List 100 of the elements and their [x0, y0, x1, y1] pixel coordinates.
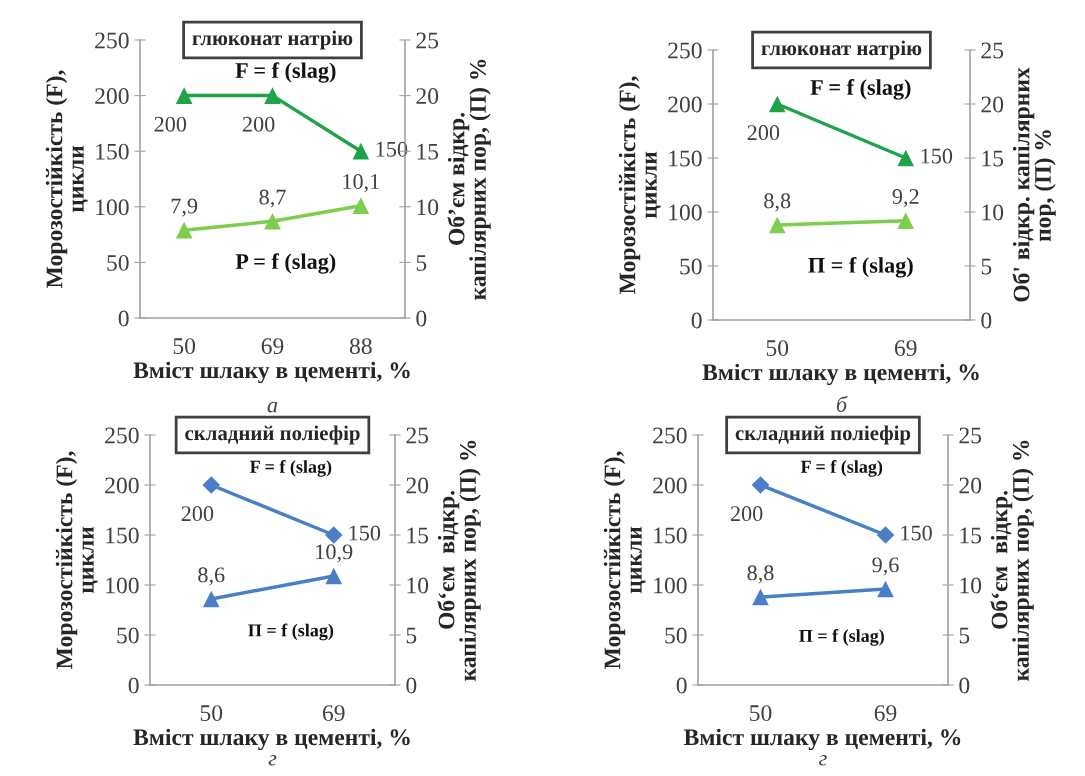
y-tick-label: 100 — [96, 199, 129, 216]
series-label: П = f (slag) — [808, 256, 913, 278]
chart-title: глюконат натрію — [192, 30, 353, 50]
y-tick-label: 150 — [96, 143, 129, 160]
x-tick-label: 69 — [261, 338, 284, 355]
x-tick-label: 50 — [173, 338, 196, 355]
y2-tick-label: 10 — [982, 204, 1004, 221]
data-label: 7,9 — [171, 198, 198, 217]
y2-tick-label: 15 — [960, 527, 982, 544]
y2-tick-label: 25 — [406, 427, 429, 444]
y-tick-label: 100 — [654, 577, 687, 594]
y2-axis-title: Об‘єм відкр. капілярних пор, (П) % — [990, 440, 1034, 681]
data-label: 200 — [154, 116, 187, 132]
x-tick-label: 69 — [874, 705, 897, 722]
y-tick-label: 150 — [106, 527, 139, 544]
series-label: F = f (slag) — [800, 459, 883, 477]
x-tick-label: 69 — [322, 705, 345, 722]
y2-tick-label: 5 — [416, 255, 427, 271]
x-axis-title: Вміст шлаку в цементі, % — [683, 728, 961, 751]
x-axis-title: Вміст шлаку в цементі, % — [133, 361, 410, 384]
y-tick-label: 50 — [665, 627, 687, 644]
y-tick-label: 50 — [680, 258, 702, 275]
series-label: П = f (slag) — [248, 623, 334, 641]
chart-title: складний поліефір — [735, 425, 911, 445]
y2-tick-label: 25 — [959, 427, 982, 444]
y-tick-label: 200 — [105, 477, 139, 494]
x-tick-label: 50 — [750, 705, 772, 722]
data-label: 200 — [730, 506, 763, 522]
y2-tick-label: 5 — [959, 627, 970, 644]
chart-title: глюконат натрію — [761, 40, 922, 60]
y-tick-label: 0 — [691, 312, 702, 329]
y-tick-label: 250 — [653, 427, 687, 444]
data-label: 150 — [349, 525, 381, 541]
series-label: F = f (slag) — [250, 459, 332, 477]
y2-tick-label: 15 — [982, 150, 1004, 167]
y-tick-label: 150 — [669, 150, 702, 167]
series-label: P = f (slag) — [235, 253, 336, 274]
data-label: 10,1 — [343, 174, 379, 193]
y-tick-label: 150 — [654, 527, 687, 544]
y-axis-title: Морозостійкість (F), цикли — [603, 451, 646, 669]
data-label: 8,7 — [259, 189, 286, 208]
series-label: F = f (slag) — [810, 79, 911, 100]
y2-tick-label: 0 — [981, 312, 992, 329]
y-tick-label: 50 — [117, 627, 139, 644]
point — [352, 197, 370, 215]
y-tick-label: 100 — [106, 577, 139, 594]
y-axis-title: Морозостійкість (F), цикли — [618, 76, 661, 294]
y2-tick-label: 0 — [416, 310, 427, 327]
data-label: 8,8 — [764, 193, 791, 212]
x-tick-label: 50 — [200, 705, 223, 722]
x-tick-label: 69 — [894, 340, 917, 357]
text: г — [268, 754, 277, 766]
y-tick-label: 200 — [668, 96, 702, 113]
point — [175, 221, 193, 239]
y-tick-label: 250 — [668, 42, 702, 59]
y-tick-label: 0 — [676, 677, 687, 694]
data-label: 150 — [376, 141, 408, 157]
data-label: 150 — [921, 148, 953, 164]
y-tick-label: 250 — [105, 427, 139, 444]
y2-tick-label: 25 — [416, 32, 439, 49]
y-tick-label: 0 — [128, 677, 139, 694]
point — [264, 212, 281, 230]
y2-tick-label: 10 — [407, 577, 429, 594]
text: б — [836, 395, 848, 412]
y2-tick-label: 10 — [417, 199, 439, 216]
y2-tick-label: 20 — [959, 477, 982, 494]
y2-tick-label: 10 — [960, 577, 982, 594]
y-tick-label: 0 — [118, 310, 129, 327]
y-tick-label: 200 — [95, 88, 129, 105]
y2-axis-title: Об‘єм відкр. капілярних пор, (П) % — [437, 440, 481, 681]
x-tick-label: 88 — [349, 338, 372, 355]
y2-tick-label: 5 — [406, 627, 417, 644]
y-tick-label: 250 — [95, 32, 129, 49]
y2-tick-label: 20 — [406, 477, 429, 494]
x-tick-label: 50 — [766, 340, 789, 357]
data-label: 8,6 — [198, 567, 225, 586]
y2-axis-title: Об’єм відкр. капілярних пор, (П) % — [447, 59, 491, 300]
data-label: 200 — [747, 125, 780, 141]
y-tick-label: 200 — [653, 477, 687, 494]
y2-tick-label: 15 — [407, 527, 429, 544]
data-label: 200 — [242, 116, 275, 132]
series-label: П = f (slag) — [799, 629, 884, 646]
y-tick-label: 100 — [669, 204, 702, 221]
x-axis-title: Вміст шлаку в цементі, % — [702, 363, 979, 386]
text: а — [267, 401, 278, 413]
y2-axis-title: Об' відкр. капілярних пор, (П) % — [1012, 67, 1056, 302]
y-axis-title: Морозостійкість (F), цикли — [55, 451, 98, 669]
y2-tick-label: 5 — [981, 258, 992, 275]
y2-tick-label: 0 — [406, 677, 417, 694]
data-label: 9,6 — [872, 557, 899, 576]
series-label: F = f (slag) — [235, 62, 336, 83]
y2-tick-label: 0 — [959, 677, 970, 694]
y2-tick-label: 20 — [416, 88, 439, 105]
y2-tick-label: 20 — [981, 96, 1004, 113]
data-label: 150 — [901, 525, 932, 541]
y-axis-title: Морозостійкість (F), цикли — [45, 70, 88, 288]
data-label: 8,8 — [747, 565, 774, 584]
y2-tick-label: 15 — [417, 143, 439, 160]
data-label: 9,2 — [892, 189, 919, 208]
chart-title: складний поліефір — [185, 425, 360, 445]
